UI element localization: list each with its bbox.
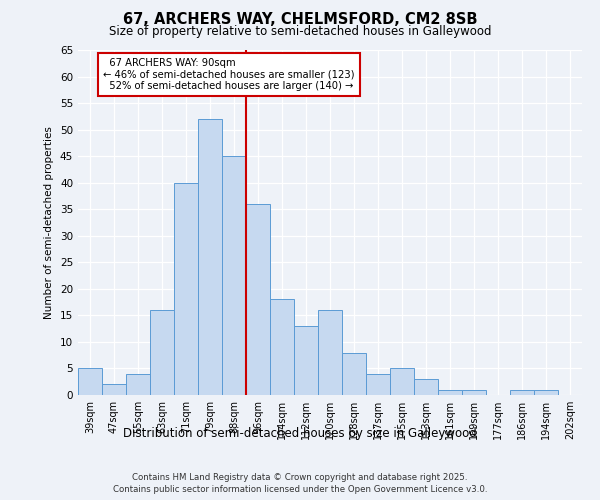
Bar xyxy=(126,374,150,395)
Text: Contains HM Land Registry data © Crown copyright and database right 2025.: Contains HM Land Registry data © Crown c… xyxy=(132,472,468,482)
Text: 67, ARCHERS WAY, CHELMSFORD, CM2 8SB: 67, ARCHERS WAY, CHELMSFORD, CM2 8SB xyxy=(123,12,477,28)
Bar xyxy=(342,352,366,395)
Bar xyxy=(462,390,486,395)
Bar xyxy=(246,204,270,395)
Bar xyxy=(366,374,390,395)
Bar xyxy=(318,310,342,395)
Text: Contains public sector information licensed under the Open Government Licence v3: Contains public sector information licen… xyxy=(113,485,487,494)
Y-axis label: Number of semi-detached properties: Number of semi-detached properties xyxy=(44,126,55,319)
Bar xyxy=(294,326,318,395)
Bar xyxy=(174,182,198,395)
Text: 67 ARCHERS WAY: 90sqm
← 46% of semi-detached houses are smaller (123)
  52% of s: 67 ARCHERS WAY: 90sqm ← 46% of semi-deta… xyxy=(103,58,355,91)
Bar xyxy=(102,384,126,395)
Text: Size of property relative to semi-detached houses in Galleywood: Size of property relative to semi-detach… xyxy=(109,25,491,38)
Bar xyxy=(438,390,462,395)
Bar xyxy=(534,390,558,395)
Bar xyxy=(150,310,174,395)
Text: Distribution of semi-detached houses by size in Galleywood: Distribution of semi-detached houses by … xyxy=(123,428,477,440)
Bar xyxy=(270,300,294,395)
Bar xyxy=(414,379,438,395)
Bar xyxy=(78,368,102,395)
Bar xyxy=(390,368,414,395)
Bar xyxy=(198,119,222,395)
Bar xyxy=(222,156,246,395)
Bar xyxy=(510,390,534,395)
